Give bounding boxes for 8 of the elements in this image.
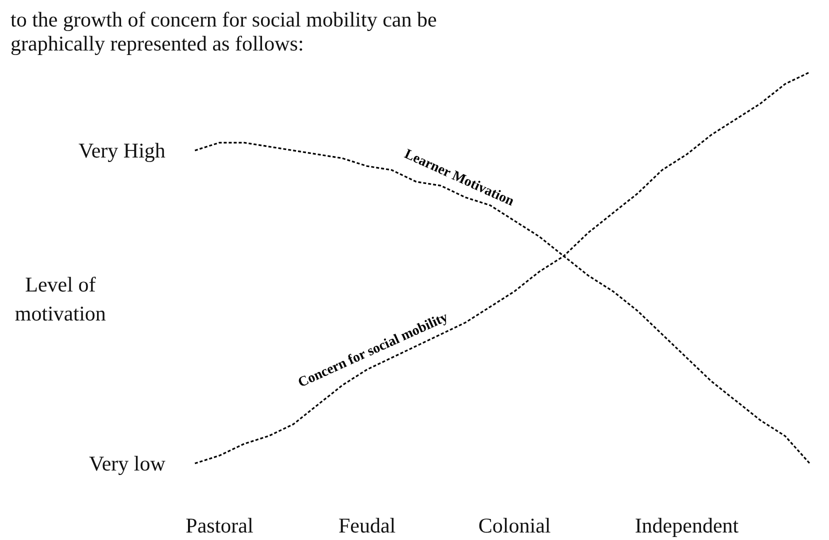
- x-tick-label: Independent: [634, 514, 739, 538]
- text: Very High: [78, 138, 166, 162]
- x-tick-label: Feudal: [338, 514, 396, 538]
- chart-title: to the growth of concern for social mobility can be graphically represented as follows:: [10, 8, 437, 56]
- x-tick-label: Pastoral: [186, 514, 254, 538]
- y-axis-title: Level of motivation: [14, 272, 106, 326]
- x-tick-label: Colonial: [478, 514, 551, 538]
- text: Very low: [89, 451, 166, 476]
